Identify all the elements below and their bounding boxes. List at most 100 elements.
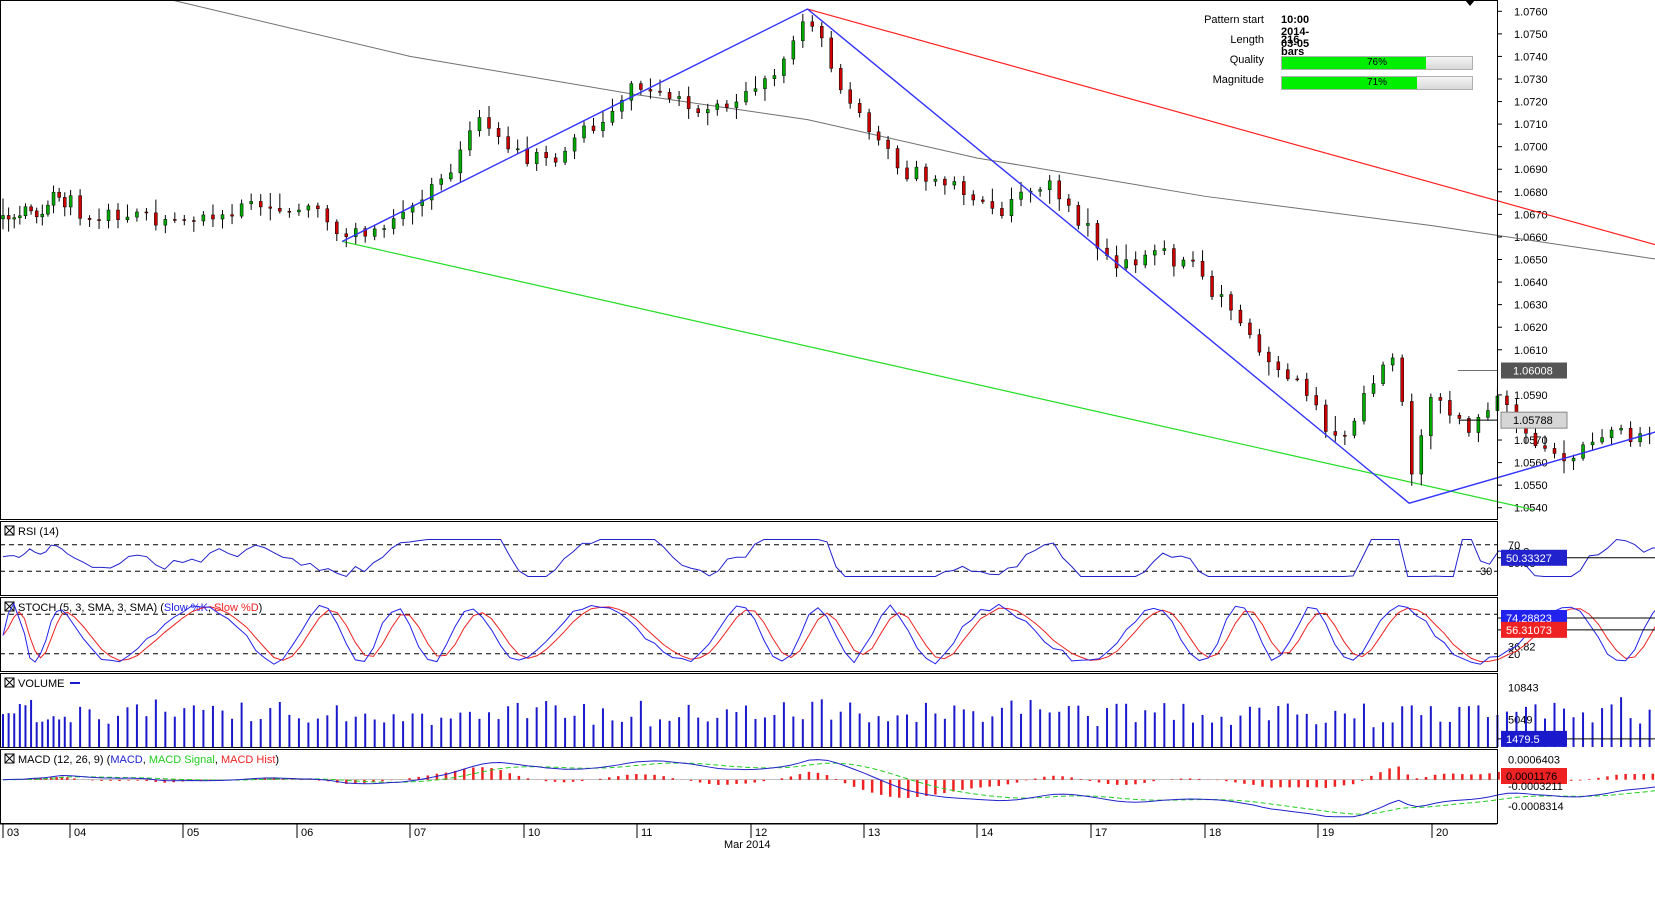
candle-up	[515, 148, 520, 151]
candle-down	[525, 148, 529, 164]
candle-up	[1019, 191, 1023, 200]
x-tick-label: 12	[755, 827, 767, 839]
candle-down	[1057, 180, 1061, 200]
candle-up	[1381, 364, 1385, 384]
candle-down	[591, 125, 596, 131]
x-tick-label: 11	[641, 827, 652, 839]
candle-down	[97, 219, 101, 221]
candle-down	[316, 205, 320, 210]
price-tick-label: 1.0760	[1514, 6, 1548, 18]
candle-down	[1400, 357, 1404, 402]
x-tick-label: 10	[528, 827, 540, 839]
panel-title-part: MACD Signal	[149, 754, 215, 766]
value-box-label: 50.33327	[1506, 553, 1552, 565]
candle-up	[572, 137, 577, 152]
candle-down	[496, 128, 501, 137]
candle-down	[1295, 378, 1300, 381]
candle-down	[287, 210, 292, 213]
candle-up	[353, 228, 358, 237]
candle-down	[78, 195, 82, 219]
axis-tick-label: 5049	[1508, 714, 1532, 726]
candle-up	[534, 152, 539, 164]
candle-down	[1552, 448, 1557, 454]
candle-down	[924, 166, 928, 182]
x-tick-label: 03	[7, 827, 19, 839]
axis-tick-label: -0.0008314	[1508, 801, 1564, 813]
candle-up	[1581, 444, 1585, 459]
candle-down	[1467, 418, 1471, 433]
candle-down	[971, 194, 976, 201]
candle-down	[87, 218, 92, 220]
x-tick-label: 05	[187, 827, 199, 839]
candle-down	[1238, 309, 1243, 324]
candle-up	[23, 206, 28, 217]
candle-down	[1343, 435, 1347, 437]
axis-tick-label: -0.0003211	[1508, 781, 1563, 793]
candle-up	[1619, 428, 1623, 431]
candle-down	[1248, 322, 1252, 335]
magnitude-value: 71%	[1366, 77, 1387, 88]
candle-up	[46, 204, 50, 215]
candle-up	[1390, 357, 1395, 366]
candle-up	[12, 217, 16, 220]
candle-up	[1486, 410, 1490, 418]
axis-tick-label: 10843	[1508, 683, 1539, 695]
candle-up	[914, 166, 919, 180]
candle-up	[1086, 223, 1090, 226]
candle-up	[51, 191, 56, 206]
current-price-box	[1500, 411, 1568, 429]
panel-title-part: STOCH (5, 3, SMA, 3, SMA) (	[18, 602, 164, 614]
candle-down	[1210, 276, 1214, 297]
candle-down	[1562, 453, 1566, 462]
price-tick-label: 1.0590	[1514, 390, 1548, 402]
quality-label: Quality	[1229, 54, 1264, 66]
candle-down	[876, 131, 881, 141]
candle-up	[782, 58, 786, 76]
value-box	[1501, 768, 1567, 785]
candle-down	[116, 209, 120, 221]
price-tick-label: 1.0610	[1514, 345, 1548, 357]
ma-value-label: 1.06008	[1513, 366, 1553, 378]
candle-up	[1609, 429, 1614, 438]
quality-bar-fill	[1282, 57, 1427, 69]
price-tick-label: 1.0700	[1514, 142, 1548, 154]
price-tick-label: 1.0680	[1514, 187, 1548, 199]
candle-down	[192, 220, 196, 222]
candle-up	[763, 78, 767, 89]
candle-up	[449, 172, 453, 180]
candle-down	[487, 117, 491, 129]
resistance-trendline	[807, 8, 1655, 246]
candle-down	[943, 178, 947, 186]
candle-down	[1324, 404, 1328, 432]
candle-up	[629, 83, 634, 101]
candle-down	[696, 108, 700, 114]
price-tick-label: 1.0560	[1514, 458, 1548, 470]
candle-down	[1257, 334, 1262, 353]
price-tick-label: 1.0690	[1514, 164, 1548, 176]
candle-down	[1076, 205, 1081, 226]
candle-down	[895, 148, 900, 169]
candle-down	[1000, 208, 1004, 216]
price-tick-label: 1.0640	[1514, 277, 1548, 289]
panel-title-part: VOLUME	[18, 678, 64, 690]
panel-title: VOLUME	[18, 678, 64, 690]
candle-down	[1200, 260, 1205, 277]
candle-down	[857, 103, 862, 113]
candle-down	[57, 191, 61, 198]
candle-up	[1143, 254, 1147, 266]
candle-down	[363, 228, 367, 237]
candle-down	[686, 96, 691, 109]
price-tick-label: 1.0650	[1514, 255, 1548, 267]
candle-down	[848, 89, 852, 104]
magnitude-label: Magnitude	[1212, 74, 1264, 86]
candle-down	[1067, 198, 1071, 206]
candle-down	[981, 199, 985, 202]
price-tick-label: 1.0670	[1514, 209, 1548, 221]
candle-down	[34, 210, 39, 218]
candle-up	[1362, 393, 1366, 422]
candle-up	[106, 209, 111, 221]
candle-up	[401, 211, 405, 219]
candle-up	[1124, 259, 1128, 269]
price-tick-label: 1.0730	[1514, 74, 1548, 86]
candle-up	[135, 211, 139, 218]
